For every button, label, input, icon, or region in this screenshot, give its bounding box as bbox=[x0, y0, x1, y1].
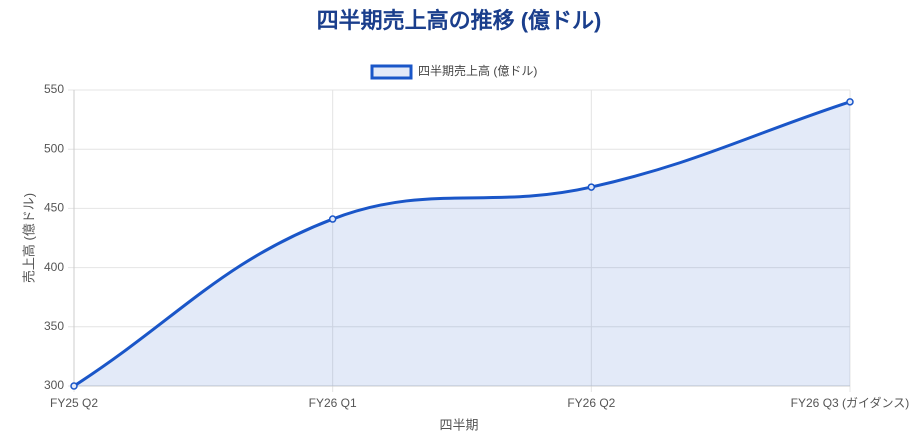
point bbox=[70, 382, 78, 390]
legend-label: 四半期売上高 (億ドル) bbox=[418, 63, 537, 78]
line bbox=[73, 100, 851, 388]
legend-swatch bbox=[370, 64, 413, 80]
y-axis-title: 売上高 (億ドル) bbox=[21, 193, 36, 283]
y-tick-label: 450 bbox=[44, 201, 64, 215]
x-tick-label: FY26 Q1 bbox=[309, 396, 357, 410]
y-tick-label: 400 bbox=[44, 260, 64, 274]
point bbox=[328, 215, 337, 223]
chart-title: 四半期売上高の推移 (億ドル) bbox=[317, 8, 602, 33]
y-tick-label: 550 bbox=[44, 82, 64, 96]
x-axis-title: 四半期 bbox=[439, 417, 478, 432]
y-tick-label: 500 bbox=[44, 141, 64, 155]
point bbox=[587, 183, 596, 191]
x-tick-label: FY26 Q3 (ガイダンス) bbox=[791, 395, 910, 410]
area bbox=[74, 101, 850, 386]
y-tick-label: 350 bbox=[44, 319, 64, 333]
point bbox=[846, 98, 854, 106]
x-tick-label: FY26 Q2 bbox=[567, 396, 615, 410]
y-tick-label: 300 bbox=[44, 378, 64, 392]
x-tick-label: FY25 Q2 bbox=[50, 396, 98, 410]
